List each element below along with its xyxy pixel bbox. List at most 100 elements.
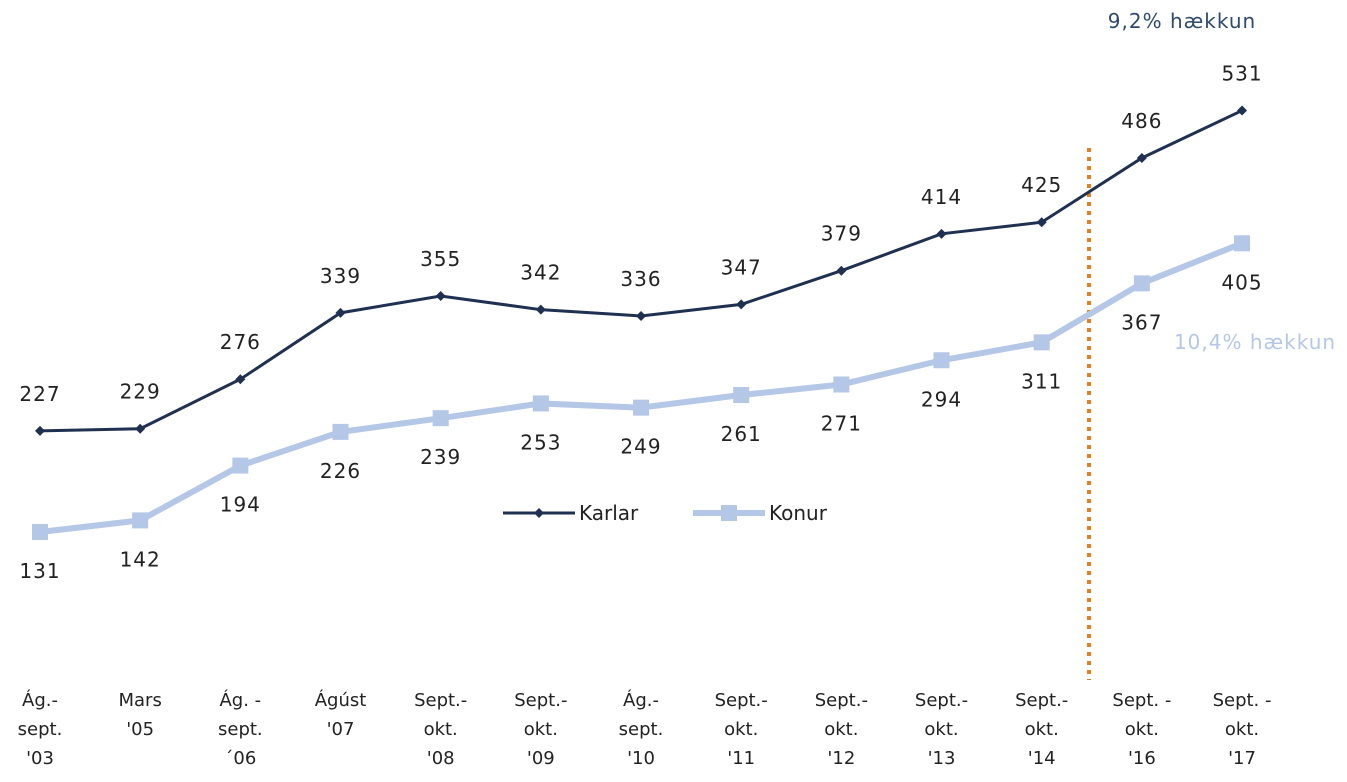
point: [933, 352, 950, 369]
annotation: 9,2% hækkun: [1108, 9, 1256, 33]
point: [833, 376, 850, 393]
x-tick-label-line: '07: [327, 719, 355, 740]
x-tick-label: Sept.- okt. '14: [1015, 690, 1068, 769]
point: [936, 228, 947, 239]
data-label: 486: [1121, 109, 1162, 133]
x-tick-label-line: Ág. -: [219, 689, 261, 711]
x-tick-label-line: '10: [627, 748, 655, 769]
data-label: 276: [220, 330, 261, 354]
x-tick-label: Sept.- okt. '12: [815, 690, 868, 769]
point: [135, 423, 146, 434]
point: [35, 425, 45, 436]
point: [132, 512, 149, 529]
point: [1237, 105, 1248, 116]
x-tick-label-line: '08: [427, 748, 455, 769]
point: [435, 290, 446, 301]
x-tick-label-line: Sept.-: [514, 690, 567, 711]
data-label: 249: [620, 435, 661, 459]
x-tick-label: Sept.- okt. '11: [715, 690, 768, 769]
point: [332, 423, 349, 440]
point: [1234, 235, 1251, 252]
x-tick-label: Ág.- sept. '10: [619, 689, 664, 769]
x-tick-label: Ág. - sept. ´06: [218, 689, 263, 769]
data-label: 261: [721, 422, 762, 446]
data-label: 253: [520, 430, 561, 454]
data-label: 339: [320, 264, 361, 288]
legend-marker: [721, 505, 737, 521]
point: [432, 410, 449, 427]
data-label: 229: [120, 380, 161, 404]
x-tick-label-line: '09: [527, 748, 555, 769]
data-label: 336: [620, 267, 661, 291]
data-label: 367: [1121, 310, 1162, 334]
point: [235, 374, 246, 385]
data-label: 239: [420, 445, 461, 469]
point: [1036, 217, 1047, 228]
x-tick-label-line: Mars: [118, 690, 161, 711]
data-label: 227: [19, 382, 60, 406]
x-tick-label-line: ´06: [224, 748, 256, 769]
point: [232, 457, 249, 474]
x-tick-label-line: sept.: [218, 719, 263, 740]
point: [532, 395, 549, 412]
x-tick-label-line: '13: [928, 748, 956, 769]
x-tick-label-line: Ágúst: [315, 689, 367, 711]
data-label: 355: [420, 247, 461, 271]
point: [1136, 152, 1147, 163]
data-label: 425: [1021, 173, 1062, 197]
x-tick-label-line: Ág.-: [623, 689, 659, 711]
point: [733, 387, 750, 404]
x-tick-label-line: Sept. -: [1213, 690, 1272, 711]
x-tick-label: Sept. - okt. '16: [1112, 690, 1171, 769]
data-label: 414: [921, 185, 962, 209]
x-tick-label-line: '16: [1128, 748, 1156, 769]
legend-label: Karlar: [579, 501, 639, 525]
x-tick-label-line: okt.: [524, 719, 558, 740]
x-tick-label-line: Sept.-: [1015, 690, 1068, 711]
x-tick-label-line: okt.: [924, 719, 958, 740]
point: [836, 265, 847, 276]
data-label: 531: [1221, 62, 1262, 86]
x-tick-label-line: '11: [727, 748, 755, 769]
point: [32, 523, 48, 540]
data-label: 294: [921, 387, 962, 411]
x-tick-label-line: okt.: [1225, 719, 1259, 740]
x-tick-label: Ág.- sept. '03: [18, 689, 63, 769]
x-tick-label: Mars '05: [118, 690, 161, 740]
x-tick-label-line: okt.: [1125, 719, 1159, 740]
point: [633, 399, 650, 416]
x-tick-label-line: okt.: [824, 719, 858, 740]
x-tick-label-line: okt.: [424, 719, 458, 740]
legend-label: Konur: [769, 501, 828, 525]
x-tick-label-line: Sept.-: [815, 690, 868, 711]
x-tick-label: Sept.- okt. '08: [414, 690, 467, 769]
data-label: 311: [1021, 369, 1062, 393]
x-tick-label-line: '14: [1028, 748, 1056, 769]
x-tick-label-line: '03: [26, 748, 54, 769]
point: [1133, 275, 1150, 292]
x-tick-label-line: sept.: [619, 719, 664, 740]
x-tick-label: Sept.- okt. '09: [514, 690, 567, 769]
x-tick-label-line: '17: [1228, 748, 1256, 769]
data-label: 405: [1221, 270, 1262, 294]
x-tick-label-line: Sept. -: [1112, 690, 1171, 711]
x-tick-label-line: '05: [126, 719, 154, 740]
data-label: 142: [120, 547, 161, 571]
data-label: 131: [19, 559, 60, 583]
x-tick-label-line: Sept.-: [715, 690, 768, 711]
point: [1033, 334, 1050, 351]
data-label: 342: [520, 261, 561, 285]
x-tick-label: Sept. - okt. '17: [1213, 690, 1272, 769]
x-tick-label-line: Sept.-: [915, 690, 968, 711]
x-tick-label-line: okt.: [1025, 719, 1059, 740]
x-tick-label: Ágúst '07: [315, 689, 367, 740]
point: [535, 304, 546, 315]
data-label: 347: [721, 255, 762, 279]
data-label: 226: [320, 459, 361, 483]
annotation: 10,4% hækkun: [1174, 330, 1336, 354]
point: [636, 311, 647, 321]
x-tick-label: Sept.- okt. '13: [915, 690, 968, 769]
x-tick-label-line: Ág.-: [22, 689, 58, 711]
x-tick-label-line: okt.: [724, 719, 758, 740]
